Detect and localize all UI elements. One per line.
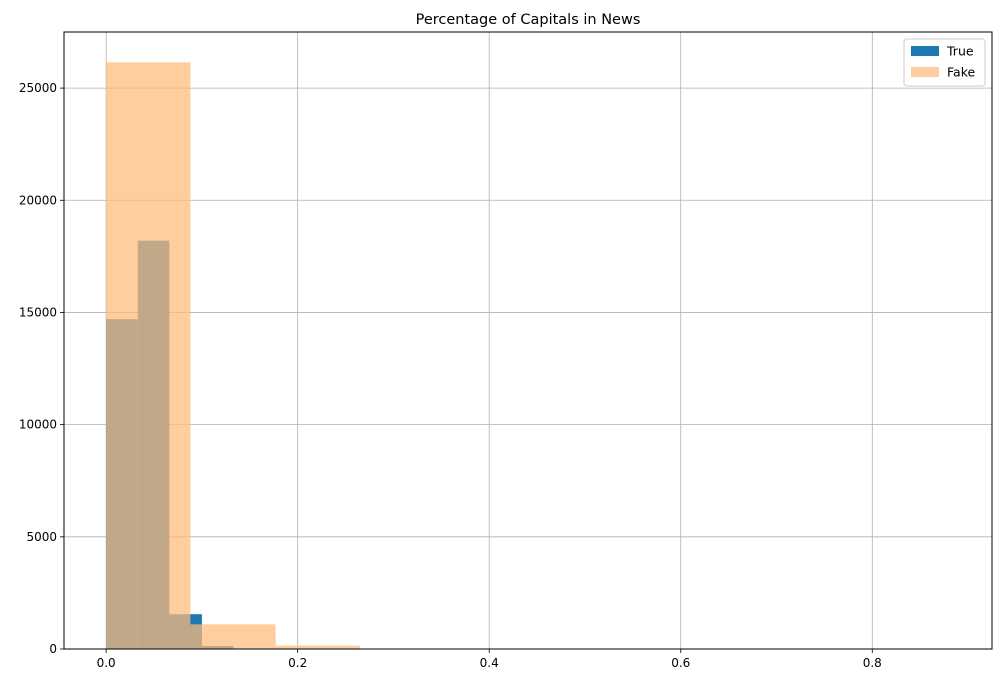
legend-swatch-fake: [911, 67, 939, 77]
chart-title: Percentage of Capitals in News: [416, 12, 641, 28]
bar-fake-2: [276, 646, 360, 649]
y-tick-label-1: 5000: [26, 530, 57, 544]
legend-label-fake: Fake: [947, 65, 975, 80]
y-tick-label-3: 15000: [19, 305, 57, 319]
y-tick-label-2: 10000: [19, 418, 57, 432]
legend-swatch-true: [911, 46, 939, 56]
legend: True Fake: [904, 39, 985, 86]
x-tick-label-4: 0.8: [863, 656, 882, 670]
bar-fake-1: [190, 624, 275, 649]
y-tick-label-5: 25000: [19, 81, 57, 95]
y-tick-label-0: 0: [49, 642, 57, 656]
y-tick-label-4: 20000: [19, 193, 57, 207]
x-tick-label-3: 0.6: [671, 656, 690, 670]
x-tick-label-1: 0.2: [288, 656, 307, 670]
x-tick-label-2: 0.4: [480, 656, 499, 670]
histogram-bars: [106, 62, 953, 649]
bar-fake-0: [106, 62, 190, 649]
legend-label-true: True: [946, 44, 974, 59]
plot-frame: [64, 32, 992, 649]
grid-lines: [64, 32, 992, 649]
x-tick-label-0: 0.0: [97, 656, 116, 670]
